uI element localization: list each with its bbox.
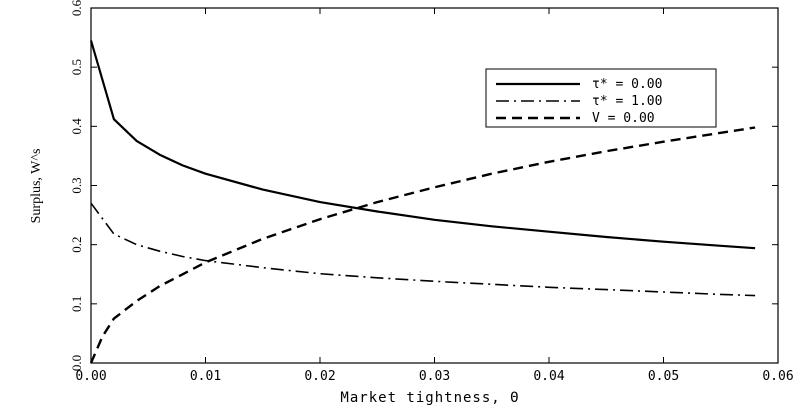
x-tick-label: 0.04 <box>533 369 564 384</box>
x-axis-label: Market tightness, Θ <box>340 390 519 406</box>
series-line-v-0 <box>89 126 756 364</box>
legend-label: τ* = 0.00 <box>592 77 662 92</box>
y-tick-label: 0.6 <box>69 0 84 16</box>
y-tick-label: 0.2 <box>69 237 84 253</box>
y-tick-label: 0.3 <box>69 177 84 193</box>
x-tick-label: 0.05 <box>648 369 679 384</box>
legend: τ* = 0.00 τ* = 1.00 V = 0.00 <box>485 68 717 128</box>
plot-frame <box>90 7 779 364</box>
legend-box <box>485 68 717 128</box>
series-line-tau-0 <box>89 40 756 250</box>
legend-label: τ* = 1.00 <box>592 94 662 109</box>
x-tick-label: 0.03 <box>419 369 450 384</box>
series-line-tau-1 <box>90 202 756 297</box>
legend-label: V = 0.00 <box>592 111 655 126</box>
y-tick-label: 0.1 <box>69 296 84 312</box>
y-tick-label: 0.0 <box>69 355 84 371</box>
x-tick-label: 0.02 <box>304 369 335 384</box>
y-tick-label: 0.4 <box>69 118 84 135</box>
x-tick-label: 0.01 <box>190 369 221 384</box>
x-tick-label: 0.06 <box>762 369 793 384</box>
y-tick-label: 0.5 <box>69 59 84 75</box>
x-tick-label: 0.00 <box>75 369 106 384</box>
y-axis-label: Surplus, W^s <box>29 149 44 224</box>
